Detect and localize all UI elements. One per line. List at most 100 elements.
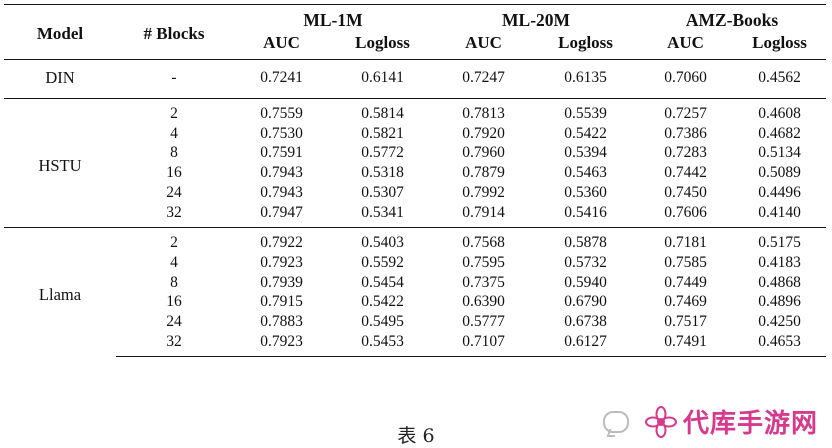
- value-cell: 0.7060: [638, 59, 734, 99]
- value-cell: 0.5821: [361, 124, 404, 142]
- llama-section: Llama 2 0.7922 0.5403 0.7568 0.5878 0.7181 0.51…: [4, 227, 827, 358]
- table-row: 4 0.7923 0.5592 0.7595 0.5732 0.7585 0.4183: [4, 253, 826, 273]
- value-cell: 0.4653: [733, 331, 827, 358]
- value-cell: 0.5341: [361, 203, 404, 221]
- header-group-amzbooks: AMZ-Books: [638, 4, 827, 31]
- value-cell: 0.7920: [462, 124, 505, 142]
- value-cell: 0.7914: [462, 203, 505, 221]
- header-row-metrics: AUC Logloss AUC Logloss AUC Logloss: [4, 31, 826, 60]
- table-row: 8 0.7939 0.5454 0.7375 0.5940 0.7449 0.4868: [4, 273, 826, 293]
- value-cell: 0.7283: [664, 144, 707, 162]
- watermark: 代库手游网: [602, 403, 818, 440]
- value-cell: 0.4496: [758, 183, 801, 201]
- header-metric: AUC: [667, 33, 704, 52]
- table-row: 32 0.7947 0.5341 0.7914 0.5416 0.7606 0.4140: [4, 203, 826, 228]
- value-cell: 0.7922: [232, 227, 331, 253]
- value-cell: 0.4682: [758, 124, 801, 142]
- value-cell: 0.5772: [361, 144, 404, 162]
- value-cell: 0.7568: [434, 227, 534, 253]
- hstu-section: HSTU 2 0.7559 0.5814 0.7813 0.5539 0.7257 0.460…: [4, 97, 827, 228]
- value-cell: 0.5089: [758, 164, 801, 182]
- blocks-cell: 16: [166, 293, 182, 311]
- header-metric: AUC: [263, 33, 300, 52]
- header-metric: Logloss: [355, 33, 410, 52]
- results-table: Model # Blocks ML-1M ML-20M AMZ-Books AU…: [4, 4, 827, 358]
- value-cell: 0.5878: [533, 227, 639, 253]
- table-row: HSTU 2 0.7559 0.5814 0.7813 0.5539 0.7257 0.460…: [4, 97, 827, 228]
- table-row: DIN - 0.7241 0.6141 0.7247 0.6135 0.7060…: [4, 59, 827, 99]
- value-cell: 0.5394: [564, 144, 607, 162]
- value-cell: 0.7939: [260, 273, 303, 291]
- blocks-cell: 4: [170, 124, 178, 142]
- header-blocks: # Blocks: [116, 4, 232, 60]
- value-cell: 0.7559: [232, 97, 331, 124]
- watermark-text: 代库手游网: [682, 409, 818, 439]
- blocks-cell: 2: [116, 227, 232, 253]
- value-cell: 0.7879: [462, 164, 505, 182]
- table-row: 4 0.7530 0.5821 0.7920 0.5422 0.7386 0.4682: [4, 124, 826, 144]
- value-cell: 0.4896: [758, 293, 801, 311]
- value-cell: 0.7591: [260, 144, 303, 162]
- value-cell: 0.7530: [260, 124, 303, 142]
- value-cell: 0.5416: [564, 203, 607, 221]
- value-cell: 0.7595: [462, 253, 505, 271]
- blocks-cell: -: [116, 59, 232, 99]
- value-cell: 0.7241: [232, 59, 331, 99]
- value-cell: 0.7606: [664, 203, 707, 221]
- header-row-groups: Model # Blocks ML-1M ML-20M AMZ-Books: [4, 4, 827, 60]
- value-cell: 0.5495: [361, 313, 404, 331]
- blocks-cell: 16: [166, 164, 182, 182]
- value-cell: 0.5732: [564, 253, 607, 271]
- value-cell: 0.7257: [638, 97, 734, 124]
- blocks-cell: 8: [170, 144, 178, 162]
- table-header: Model # Blocks ML-1M ML-20M AMZ-Books AU…: [4, 4, 827, 60]
- table-row: 8 0.7591 0.5772 0.7960 0.5394 0.7283 0.5134: [4, 143, 826, 163]
- value-cell: 0.7469: [664, 293, 707, 311]
- header-metric: AUC: [465, 33, 502, 52]
- flower-logo-icon: [644, 405, 677, 438]
- value-cell: 0.5175: [733, 227, 827, 253]
- value-cell: 0.7883: [260, 313, 303, 331]
- blocks-cell: 8: [170, 273, 178, 291]
- table-row: 24 0.7883 0.5495 0.5777 0.6738 0.7517 0.4250: [4, 312, 826, 332]
- value-cell: 0.4140: [758, 203, 801, 221]
- value-cell: 0.7247: [434, 59, 534, 99]
- value-cell: 0.7375: [462, 273, 505, 291]
- value-cell: 0.5422: [564, 124, 607, 142]
- value-cell: 0.6390: [462, 293, 505, 311]
- value-cell: 0.5454: [361, 273, 404, 291]
- value-cell: 0.5463: [564, 164, 607, 182]
- table-row: 16 0.7915 0.5422 0.6390 0.6790 0.7469 0.4896: [4, 292, 826, 312]
- table-caption: 表 6: [397, 425, 435, 447]
- table-row: Llama 2 0.7922 0.5403 0.7568 0.5878 0.7181 0.51…: [4, 227, 827, 357]
- value-cell: 0.7107: [434, 331, 534, 358]
- value-cell: 0.4868: [758, 273, 801, 291]
- value-cell: 0.6738: [564, 313, 607, 331]
- value-cell: 0.7992: [462, 183, 505, 201]
- value-cell: 0.5940: [564, 273, 607, 291]
- value-cell: 0.6127: [533, 331, 639, 358]
- value-cell: 0.7947: [260, 203, 303, 221]
- value-cell: 0.5777: [462, 313, 505, 331]
- din-section: DIN - 0.7241 0.6141 0.7247 0.6135 0.7060…: [4, 59, 827, 99]
- value-cell: 0.6135: [533, 59, 639, 99]
- header-group-ml1m: ML-1M: [232, 4, 435, 31]
- model-name-din: DIN: [4, 59, 116, 99]
- blocks-cell: 4: [170, 253, 178, 271]
- table-row: 32 0.7923 0.5453 0.7107 0.6127 0.7491 0.4653: [4, 331, 827, 358]
- value-cell: 0.6790: [564, 293, 607, 311]
- value-cell: 0.5134: [758, 144, 801, 162]
- value-cell: 0.7491: [638, 331, 734, 358]
- results-table-wrapper: Model # Blocks ML-1M ML-20M AMZ-Books AU…: [4, 4, 827, 358]
- value-cell: 0.7442: [664, 164, 707, 182]
- value-cell: 0.7923: [260, 253, 303, 271]
- value-cell: 0.7923: [232, 331, 331, 358]
- blocks-cell: 24: [166, 183, 182, 201]
- value-cell: 0.7943: [260, 164, 303, 182]
- value-cell: 0.7813: [434, 97, 534, 124]
- model-name-hstu: HSTU: [4, 97, 116, 228]
- blocks-cell: 2: [116, 97, 232, 124]
- value-cell: 0.5814: [331, 97, 435, 124]
- blocks-cell: 32: [116, 331, 232, 358]
- header-metric: Logloss: [752, 33, 807, 52]
